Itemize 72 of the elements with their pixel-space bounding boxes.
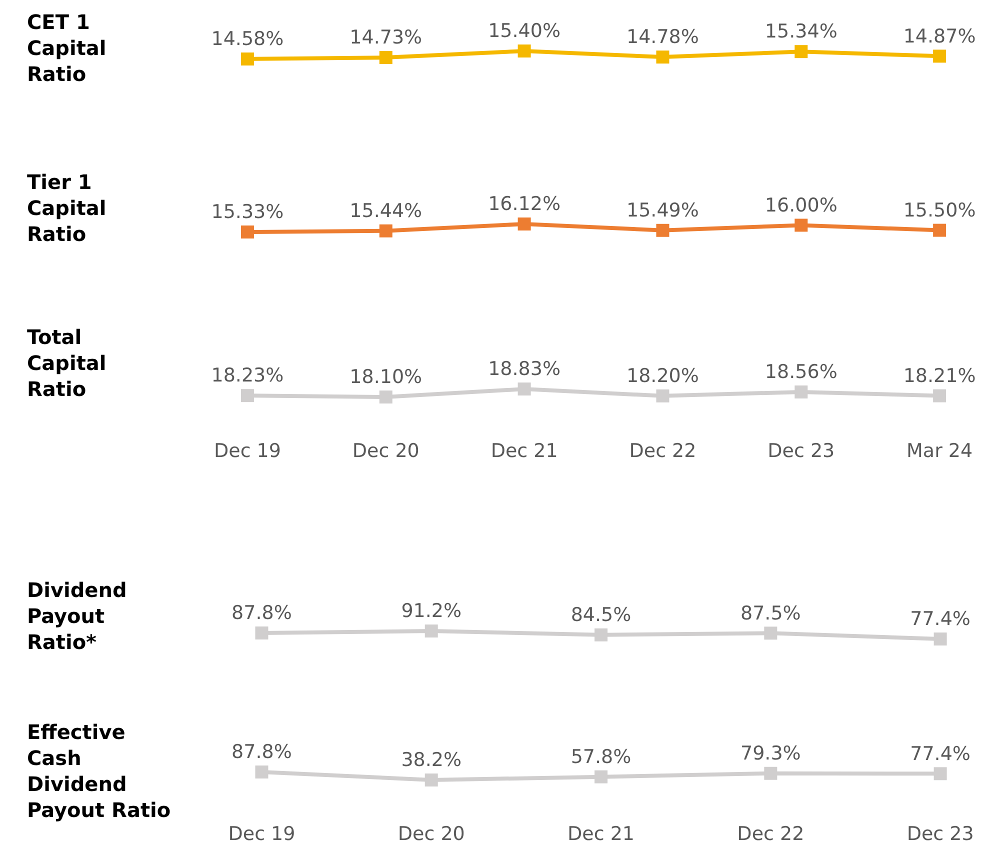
- x-tick-label: Mar 24: [906, 440, 973, 462]
- data-label: 87.5%: [740, 602, 801, 624]
- data-label: 18.83%: [488, 358, 561, 380]
- data-label: 15.49%: [626, 200, 699, 222]
- point: [379, 390, 392, 404]
- chart-title: Dividend Payout Ratio*: [27, 578, 127, 654]
- data-label: 14.87%: [903, 25, 976, 48]
- data-label: 15.44%: [350, 200, 422, 222]
- point: [656, 50, 670, 64]
- point: [794, 385, 808, 398]
- data-label: 15.34%: [764, 20, 838, 43]
- data-label: 16.00%: [764, 194, 838, 216]
- x-tick-label: Dec 22: [737, 823, 804, 845]
- chart-title: Tier 1 Capital Ratio: [27, 170, 106, 246]
- data-label: 14.73%: [350, 26, 422, 49]
- point: [656, 224, 670, 237]
- x-tick-label: Dec 19: [228, 823, 296, 845]
- x-tick-label: Dec 20: [352, 440, 420, 462]
- x-tick-label: Dec 20: [398, 823, 465, 845]
- data-label: 18.10%: [350, 366, 422, 388]
- point: [424, 624, 438, 638]
- point: [379, 224, 392, 238]
- point: [656, 389, 670, 402]
- data-label: 87.8%: [232, 741, 292, 764]
- point: [255, 766, 268, 778]
- point: [240, 226, 254, 238]
- point: [379, 51, 392, 64]
- point: [764, 626, 778, 640]
- x-tick-label: Dec 23: [906, 823, 974, 845]
- point: [594, 628, 608, 642]
- data-label: 38.2%: [401, 749, 462, 772]
- data-label: 57.8%: [570, 746, 632, 768]
- point: [518, 382, 531, 396]
- data-label: 84.5%: [570, 604, 632, 626]
- data-label: 18.21%: [903, 364, 976, 387]
- point: [594, 770, 608, 784]
- x-tick-label: Dec 22: [629, 440, 696, 462]
- point: [933, 389, 946, 402]
- point: [255, 626, 268, 640]
- point: [933, 224, 946, 237]
- point: [518, 218, 531, 230]
- data-label: 18.20%: [626, 365, 699, 388]
- point: [240, 389, 254, 402]
- point: [794, 218, 808, 232]
- point: [518, 44, 531, 58]
- data-label: 79.3%: [740, 742, 801, 764]
- point: [764, 766, 778, 780]
- data-label: 14.58%: [211, 28, 284, 50]
- x-tick-label: Dec 21: [490, 440, 558, 462]
- data-label: 14.78%: [626, 26, 699, 48]
- data-label: 15.50%: [903, 199, 976, 222]
- data-label: 87.8%: [232, 602, 292, 624]
- point: [794, 45, 808, 58]
- chart-title: Total Capital Ratio: [27, 325, 106, 401]
- point: [934, 767, 947, 780]
- point: [240, 52, 254, 66]
- x-tick-label: Dec 19: [214, 440, 281, 462]
- point: [424, 774, 438, 786]
- data-label: 18.23%: [211, 364, 284, 387]
- data-label: 15.40%: [488, 20, 561, 42]
- x-tick-label: Dec 21: [568, 823, 635, 845]
- point: [934, 632, 947, 646]
- data-label: 91.2%: [401, 600, 462, 622]
- data-label: 16.12%: [488, 193, 561, 216]
- data-label: 77.4%: [910, 742, 970, 765]
- point: [933, 50, 946, 63]
- data-label: 15.33%: [211, 201, 284, 224]
- chart-title: Effective Cash Dividend Payout Ratio: [27, 720, 171, 822]
- data-label: 77.4%: [910, 608, 970, 630]
- data-label: 18.56%: [764, 361, 838, 384]
- x-tick-label: Dec 23: [768, 440, 835, 462]
- chart-title: CET 1 Capital Ratio: [27, 10, 106, 86]
